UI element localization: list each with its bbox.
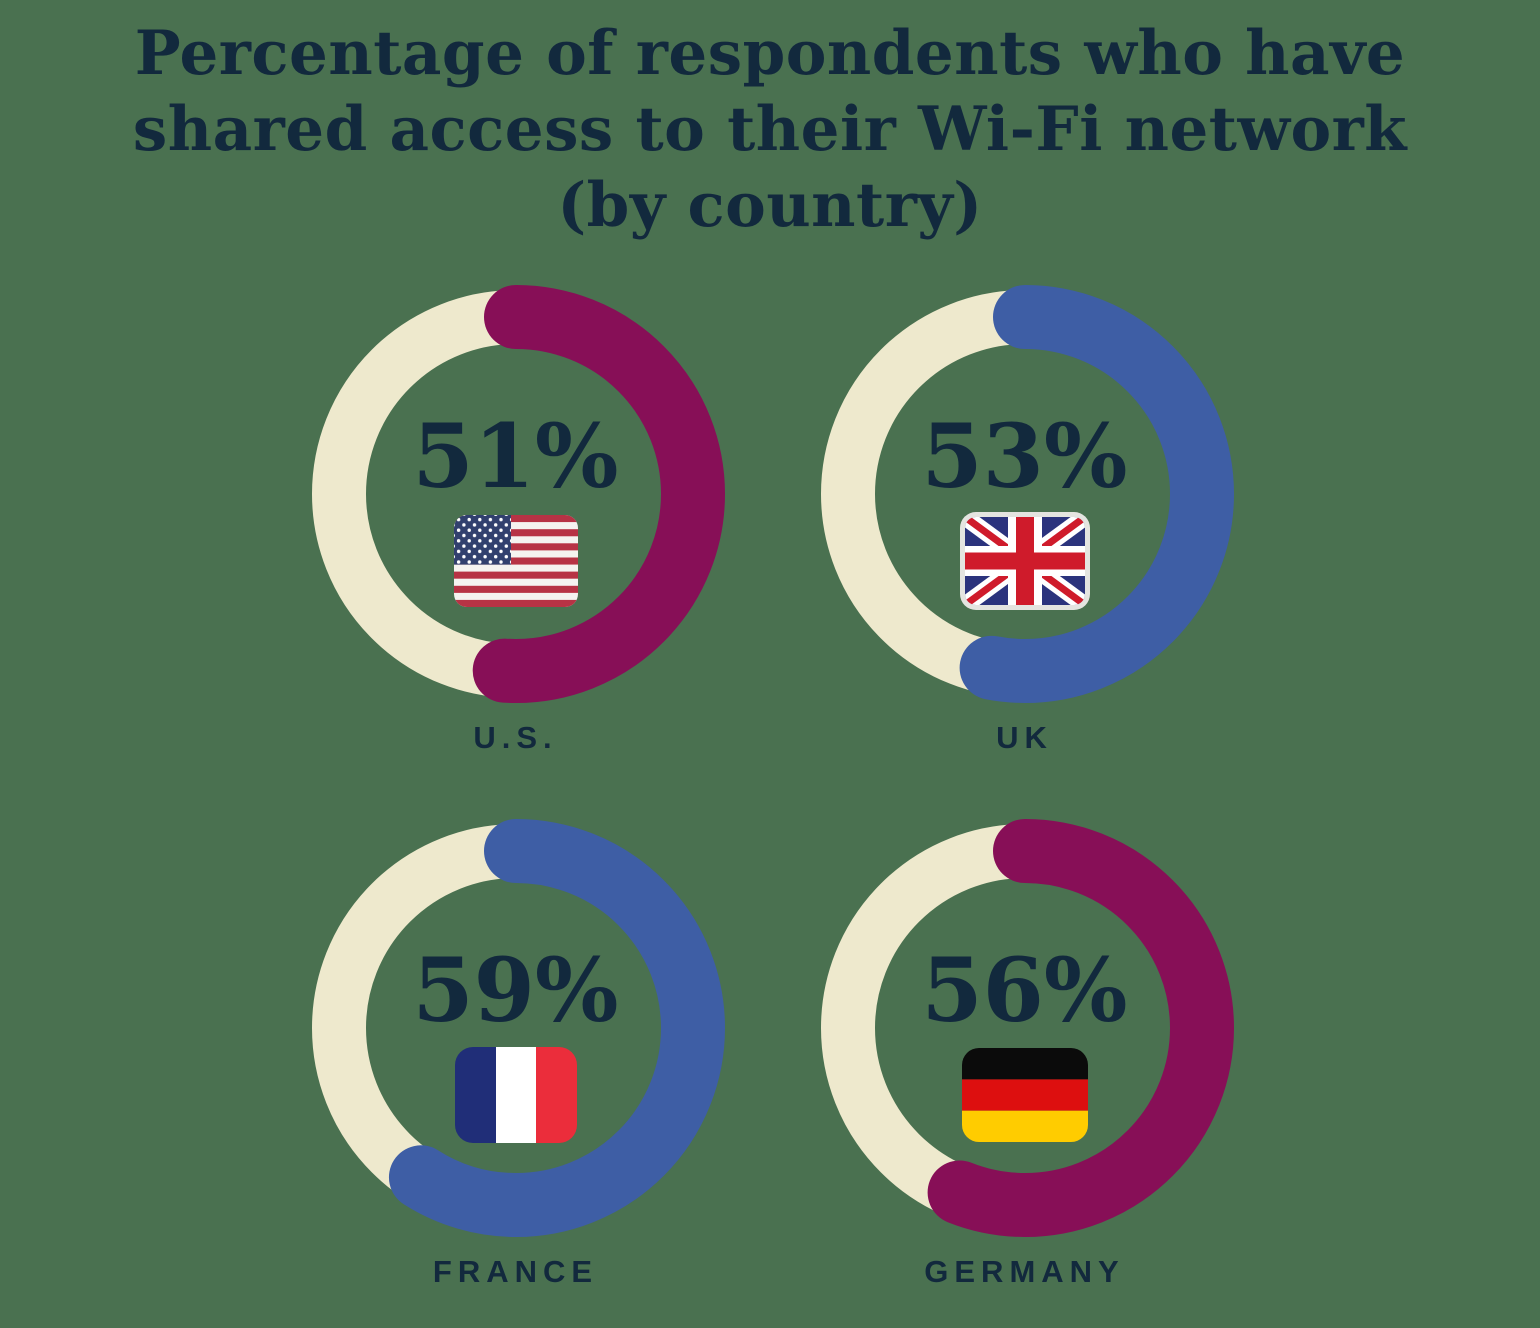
percent-value-us: 51% [412,404,619,508]
donut-ring-svg [815,285,1234,703]
donut-ring-svg [306,819,725,1237]
chart-title: Percentage of respondents who have share… [0,0,1540,244]
donut-ring-uk: 53% [815,284,1235,704]
donut-chart-grid: 51% [306,284,1235,1290]
country-label-france: FRANCE [432,1254,599,1289]
germany-flag-icon [961,1046,1088,1144]
uk-flag-icon [959,512,1090,610]
donut-progress-arc [306,285,725,703]
donut-progress-arc [306,819,725,1237]
chart-title-line-2: shared access to their Wi-Fi network [132,94,1408,165]
donut-ring-us: 51% [306,284,726,704]
donut-ring-france: 59% [306,818,726,1238]
donut-ring-svg [306,285,725,703]
chart-title-line-3: (by country) [557,170,983,241]
donut-chart-france: 59% [306,818,726,1290]
country-label-uk: UK [996,720,1053,755]
percent-value-germany: 56% [921,938,1128,1042]
donut-ring-germany: 56% [815,818,1235,1238]
donut-center-germany: 56% [815,818,1235,1238]
france-flag-icon [454,1046,577,1144]
donut-chart-uk: 53% [815,284,1235,756]
donut-center-france: 59% [306,818,726,1238]
donut-progress-arc [815,285,1234,703]
percent-value-uk: 53% [921,404,1128,508]
donut-ring-svg [815,819,1234,1237]
country-label-germany: GERMANY [924,1254,1125,1289]
country-label-us: U.S. [473,720,558,755]
us-flag-icon [453,512,578,610]
percent-value-france: 59% [412,938,619,1042]
donut-chart-us: 51% [306,284,726,756]
donut-center-us: 51% [306,284,726,704]
donut-chart-germany: 56% [815,818,1235,1290]
chart-title-line-1: Percentage of respondents who have [134,18,1406,89]
donut-center-uk: 53% [815,284,1235,704]
donut-progress-arc [815,819,1234,1237]
